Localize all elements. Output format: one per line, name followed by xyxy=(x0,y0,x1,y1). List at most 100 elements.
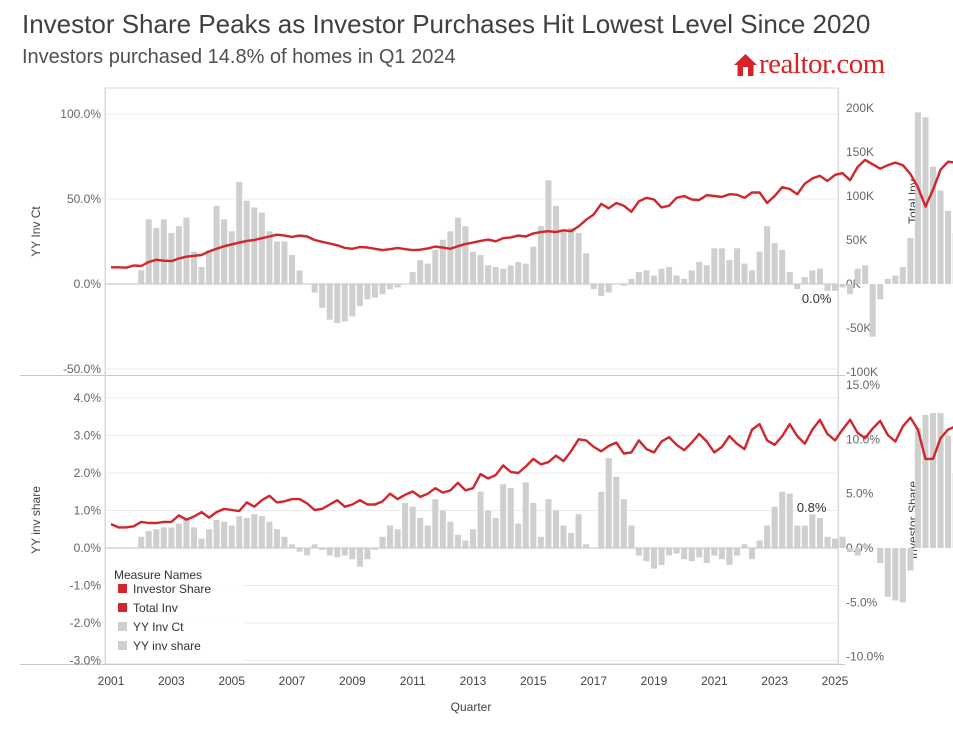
left-tick-label: 50.0% xyxy=(67,192,101,206)
legend-item-label: YY inv share xyxy=(133,639,201,653)
bar xyxy=(899,548,906,603)
legend-background xyxy=(108,566,243,662)
x-tick-label: 2013 xyxy=(460,674,487,688)
bar xyxy=(266,231,273,284)
bar xyxy=(394,284,401,288)
bar xyxy=(628,278,635,284)
bar xyxy=(673,275,680,284)
bar xyxy=(273,529,280,548)
bar xyxy=(779,250,786,284)
x-tick-label: 2001 xyxy=(98,674,125,688)
bar xyxy=(326,548,333,556)
bar xyxy=(824,284,831,291)
data-label: 0.8% xyxy=(797,500,827,515)
x-axis-title: Quarter xyxy=(451,700,492,714)
bar xyxy=(273,241,280,284)
bar xyxy=(696,261,703,284)
bar xyxy=(183,217,190,284)
bar xyxy=(598,284,605,296)
bar xyxy=(862,265,869,284)
bar xyxy=(530,503,537,548)
bar xyxy=(206,529,213,548)
bar xyxy=(635,548,642,556)
left-axis-title: YY Inv Ct xyxy=(29,206,43,257)
bar xyxy=(417,260,424,284)
bar xyxy=(168,233,175,284)
bar xyxy=(198,538,205,548)
bar xyxy=(326,284,333,320)
bar xyxy=(341,284,348,322)
bar xyxy=(794,284,801,290)
bar xyxy=(462,226,469,284)
bar xyxy=(560,229,567,284)
bar xyxy=(854,548,861,556)
right-tick-label: 50K xyxy=(846,233,867,247)
bar xyxy=(424,525,431,548)
bar xyxy=(289,544,296,548)
bar xyxy=(371,548,378,550)
logo-text: realtor.com xyxy=(759,48,885,80)
bar xyxy=(892,275,899,284)
bar xyxy=(402,284,409,285)
bar xyxy=(153,529,160,548)
bar xyxy=(409,272,416,284)
x-tick-label: 2007 xyxy=(279,674,306,688)
right-tick-label: -100K xyxy=(846,365,878,379)
bar xyxy=(764,525,771,548)
bar xyxy=(628,525,635,548)
bar xyxy=(839,536,846,548)
bar xyxy=(801,525,808,548)
bar xyxy=(439,239,446,284)
bar xyxy=(447,521,454,548)
bar xyxy=(183,518,190,548)
bar xyxy=(289,255,296,284)
bar xyxy=(251,514,258,548)
bar xyxy=(334,284,341,324)
bar xyxy=(432,250,439,284)
bar xyxy=(937,413,944,548)
bar xyxy=(688,270,695,284)
legend-swatch xyxy=(118,584,127,593)
bar xyxy=(492,518,499,548)
bar xyxy=(613,476,620,548)
bar xyxy=(877,284,884,300)
bar xyxy=(650,275,658,284)
x-tick-label: 2015 xyxy=(520,674,547,688)
bar xyxy=(364,284,371,300)
bar xyxy=(666,548,673,556)
bar xyxy=(741,263,748,284)
bar xyxy=(930,166,937,284)
panel-2: 4.0% 3.0% 2.0% 1.0% 0.0% -1.0% -2.0% -3.0% 15.0%… xyxy=(29,378,953,668)
bar xyxy=(583,253,590,284)
right-tick-label: -10.0% xyxy=(846,650,884,664)
bar xyxy=(809,270,816,284)
bar xyxy=(530,246,537,284)
bar xyxy=(914,112,921,284)
bar xyxy=(877,548,884,563)
bar xyxy=(387,525,394,548)
bar xyxy=(658,268,665,284)
bar xyxy=(507,265,514,284)
bar xyxy=(221,521,228,548)
bar xyxy=(847,284,854,295)
x-tick-label: 2017 xyxy=(580,674,607,688)
bar xyxy=(236,516,243,548)
bar xyxy=(190,527,198,548)
bar xyxy=(552,205,559,284)
bar xyxy=(930,413,937,548)
bar xyxy=(575,514,582,548)
bar xyxy=(854,268,861,284)
left-tick-label: 3.0% xyxy=(74,429,102,443)
bar xyxy=(575,233,582,284)
bar xyxy=(258,516,265,548)
bar xyxy=(907,548,914,571)
bar xyxy=(138,270,145,284)
bar xyxy=(590,548,597,549)
bar xyxy=(643,548,650,562)
bar xyxy=(718,248,725,284)
house-icon xyxy=(734,53,757,76)
bar xyxy=(417,518,424,548)
bar xyxy=(500,484,507,548)
bar xyxy=(711,548,718,556)
bar xyxy=(545,499,552,548)
